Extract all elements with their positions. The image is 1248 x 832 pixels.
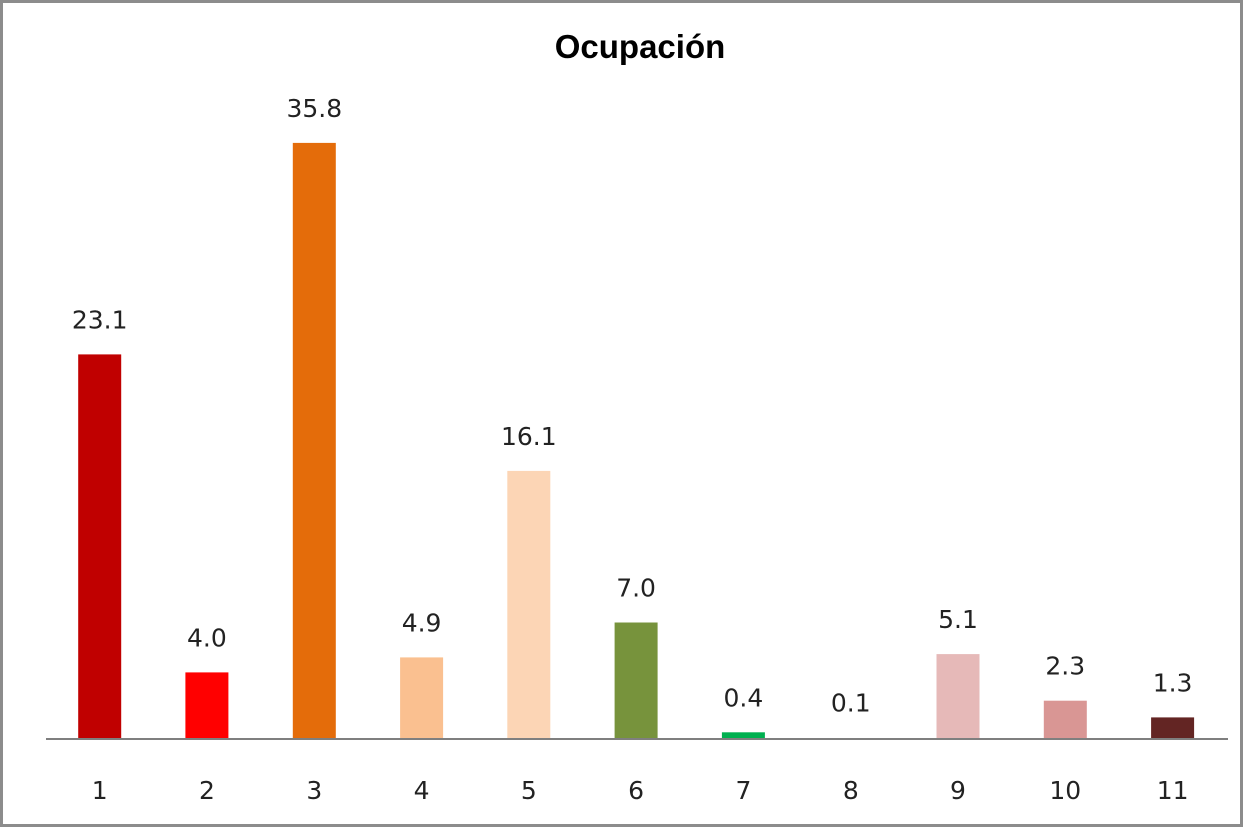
x-tick-label-3: 3 <box>306 776 322 805</box>
x-tick-label-11: 11 <box>1157 776 1189 805</box>
value-label-8: 0.1 <box>831 688 871 717</box>
chart-title: Ocupación <box>555 28 726 65</box>
value-label-3: 35.8 <box>286 94 342 123</box>
bar-9 <box>936 654 980 739</box>
x-tick-label-2: 2 <box>199 776 215 805</box>
bar-10 <box>1043 700 1087 739</box>
x-tick-label-1: 1 <box>92 776 108 805</box>
bar-2 <box>185 672 229 739</box>
bar-5 <box>507 470 551 739</box>
value-label-1: 23.1 <box>72 305 128 334</box>
value-label-4: 4.9 <box>402 608 442 637</box>
bar-11 <box>1151 717 1195 739</box>
x-tick-label-5: 5 <box>521 776 537 805</box>
value-label-5: 16.1 <box>501 422 557 451</box>
x-tick-label-10: 10 <box>1049 776 1081 805</box>
value-label-9: 5.1 <box>938 605 978 634</box>
value-label-11: 1.3 <box>1153 668 1193 697</box>
value-label-2: 4.0 <box>187 623 227 652</box>
value-labels-group: 23.1 4.0 35.8 4.9 16.1 7.0 0.4 0.1 5.1 2.3 1.3 <box>72 94 1193 717</box>
bar-6 <box>614 622 658 739</box>
x-tick-label-8: 8 <box>843 776 859 805</box>
x-tick-label-6: 6 <box>628 776 644 805</box>
x-tick-label-4: 4 <box>414 776 430 805</box>
bar-3 <box>292 142 336 739</box>
value-label-6: 7.0 <box>616 574 656 603</box>
value-label-10: 2.3 <box>1045 652 1085 681</box>
bars-group <box>78 142 1195 739</box>
value-label-7: 0.4 <box>724 683 764 712</box>
bar-4 <box>400 657 444 739</box>
x-tick-label-9: 9 <box>950 776 966 805</box>
x-tick-label-7: 7 <box>735 776 751 805</box>
bar-7 <box>721 732 765 739</box>
bar-1 <box>78 354 122 739</box>
x-tick-labels-group: 1 2 3 4 5 6 7 8 9 10 11 <box>92 776 1189 805</box>
